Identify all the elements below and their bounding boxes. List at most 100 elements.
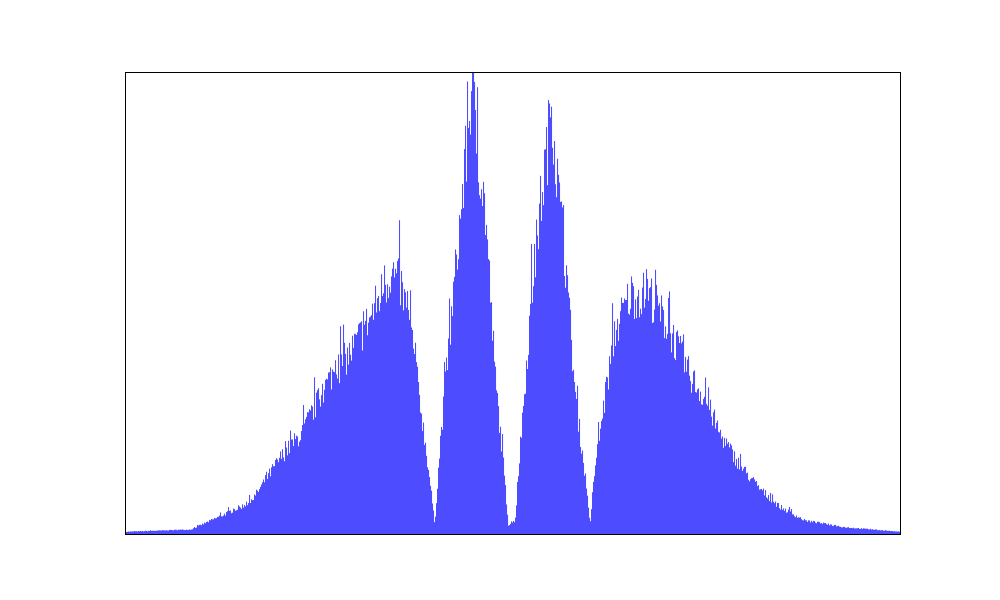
histogram-bar xyxy=(867,528,869,534)
histogram-bar xyxy=(379,311,381,534)
histogram-bar xyxy=(508,525,510,534)
histogram-bar xyxy=(568,292,570,534)
histogram-bar xyxy=(141,531,143,534)
histogram-bar xyxy=(411,327,413,534)
histogram-bar xyxy=(898,531,900,534)
histogram-bar xyxy=(845,527,847,534)
histogram-bar xyxy=(734,451,736,534)
histogram-bar xyxy=(184,530,186,534)
histogram-bar xyxy=(606,376,608,534)
histogram-bar xyxy=(409,319,411,534)
histogram-bar xyxy=(703,398,705,534)
histogram-bar xyxy=(507,514,509,534)
histogram-bar xyxy=(249,494,251,534)
histogram-bar xyxy=(801,519,803,534)
histogram-bar xyxy=(889,530,891,534)
histogram-bar xyxy=(303,404,305,534)
histogram-bar xyxy=(697,389,699,534)
histogram-bar xyxy=(183,529,185,534)
histogram-bar xyxy=(168,530,170,534)
histogram-bar xyxy=(563,205,565,534)
histogram-bar xyxy=(841,527,843,534)
histogram-bar xyxy=(280,451,282,534)
histogram-bar xyxy=(731,445,733,534)
histogram-bar xyxy=(750,479,752,534)
histogram-bar xyxy=(328,372,330,534)
histogram-bar xyxy=(197,524,199,534)
histogram-bar xyxy=(390,292,392,534)
histogram-bar xyxy=(824,523,826,534)
histogram-bar xyxy=(274,466,276,534)
histogram-bar xyxy=(361,321,363,534)
histogram-bar xyxy=(396,273,398,534)
histogram-bar xyxy=(775,501,777,534)
histogram-bar xyxy=(850,528,852,534)
histogram-bar xyxy=(795,517,797,534)
histogram-bar xyxy=(854,528,856,534)
histogram-bar xyxy=(555,184,557,534)
histogram-bar xyxy=(222,516,224,534)
histogram-bar xyxy=(217,516,219,534)
histogram-bar xyxy=(629,314,631,534)
histogram-bar xyxy=(186,529,188,534)
histogram-bar xyxy=(240,507,242,534)
histogram-bar xyxy=(656,284,658,534)
histogram-bar xyxy=(376,312,378,534)
histogram-bar xyxy=(230,510,232,534)
histogram-bar xyxy=(715,428,717,534)
histogram-bar xyxy=(521,437,523,534)
histogram-bar xyxy=(136,531,138,534)
histogram-bar xyxy=(161,530,163,534)
histogram-bar xyxy=(786,512,788,534)
histogram-bar xyxy=(523,405,525,534)
histogram-bar xyxy=(245,506,247,534)
histogram-bar xyxy=(263,479,265,534)
histogram-bar xyxy=(488,259,490,534)
histogram-bar xyxy=(319,399,321,534)
histogram-bar xyxy=(804,518,806,534)
histogram-bar xyxy=(745,466,747,534)
histogram-bar xyxy=(778,503,780,534)
histogram-bar xyxy=(139,531,141,534)
histogram-bar xyxy=(219,515,221,534)
histogram-bar xyxy=(800,517,802,534)
histogram-bar xyxy=(896,531,898,534)
histogram-bar xyxy=(505,485,507,534)
histogram-bar xyxy=(689,375,691,534)
histogram-bar xyxy=(754,479,756,534)
histogram-bar xyxy=(406,307,408,534)
histogram-bar xyxy=(386,302,388,534)
histogram-bar xyxy=(698,388,700,534)
histogram-bar xyxy=(137,531,139,534)
histogram-bar xyxy=(392,268,394,534)
histogram-bar xyxy=(764,495,766,534)
histogram-bar xyxy=(331,389,333,534)
histogram-bar xyxy=(680,335,682,534)
histogram-bar xyxy=(181,529,183,534)
histogram-bar xyxy=(214,518,216,534)
histogram-bar xyxy=(372,303,374,534)
histogram-bar xyxy=(400,305,402,534)
histogram-bar xyxy=(466,181,468,534)
histogram-bar xyxy=(130,531,132,534)
histogram-bar xyxy=(762,490,764,534)
histogram-bar xyxy=(453,281,455,534)
histogram-bar xyxy=(662,306,664,534)
histogram-bar xyxy=(152,530,154,534)
histogram-bar xyxy=(373,319,375,534)
histogram-bar xyxy=(205,523,207,534)
histogram-bar xyxy=(865,528,867,534)
histogram-bar xyxy=(164,530,166,534)
histogram-bar xyxy=(432,503,434,534)
histogram-bar xyxy=(481,189,483,534)
histogram-bar xyxy=(699,401,701,534)
histogram-bar xyxy=(420,412,422,534)
histogram-bar xyxy=(421,413,423,534)
histogram-bar xyxy=(446,357,448,534)
histogram-bar xyxy=(267,478,269,534)
histogram-bar xyxy=(740,453,742,534)
histogram-bar xyxy=(276,458,278,534)
histogram-bar xyxy=(874,529,876,534)
histogram-bar xyxy=(717,420,719,534)
histogram-bar xyxy=(451,306,453,534)
